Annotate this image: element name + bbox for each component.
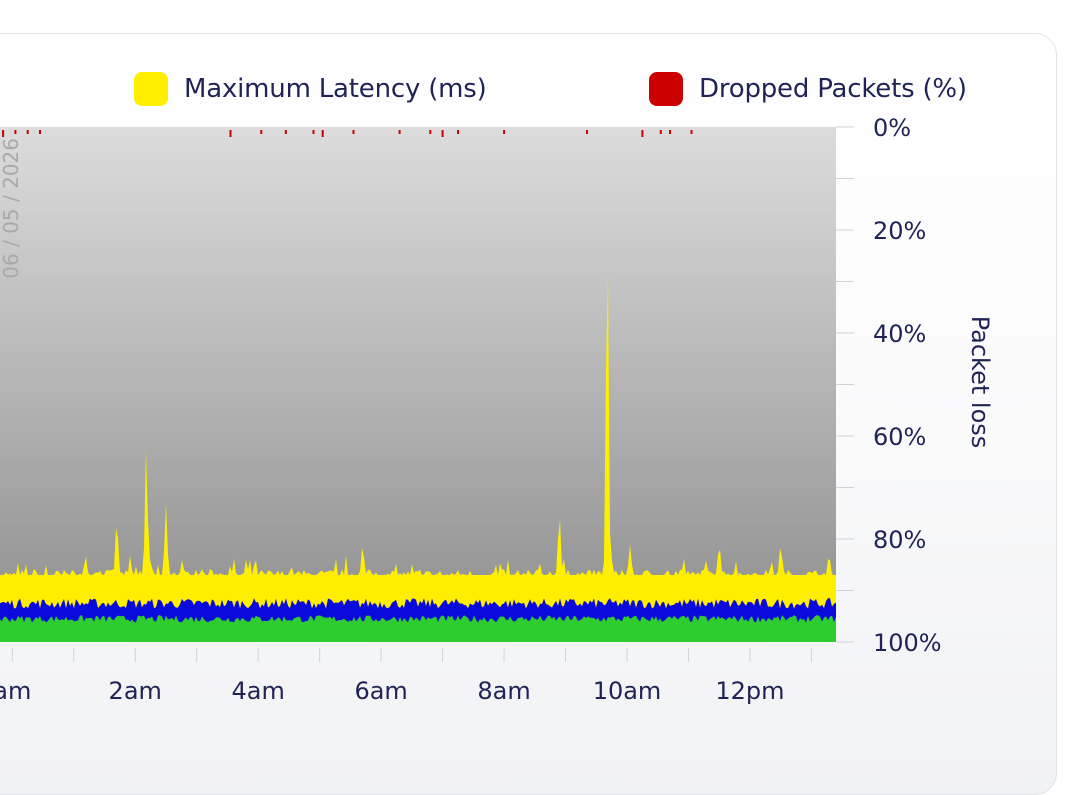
dropped-packet-mark (586, 130, 588, 134)
dropped-packet-mark (26, 130, 29, 134)
dropped-packet-mark (39, 130, 41, 134)
dropped-packet-mark (641, 130, 644, 137)
dropped-packet-mark (398, 130, 401, 134)
dropped-packet-mark (457, 130, 459, 134)
y-tick-label: 60% (873, 423, 926, 451)
legend-item-max-latency[interactable]: Maximum Latency (ms) (134, 72, 487, 106)
plot-background (0, 127, 836, 642)
dropped-packet-mark (321, 130, 324, 137)
dropped-packet-mark (441, 130, 444, 137)
y-tick-label: 20% (873, 217, 926, 245)
legend-item-dropped-packets[interactable]: Dropped Packets (%) (649, 72, 967, 106)
dropped-packet-mark (690, 130, 693, 134)
legend-label-max-latency: Maximum Latency (ms) (184, 74, 487, 104)
series-layers (0, 272, 836, 642)
series-green-band (0, 615, 836, 642)
x-axis: am 2am 4am 6am 8am 10am 12pm (0, 648, 812, 705)
x-tick-label: 10am (593, 677, 662, 705)
dropped-packet-mark (260, 130, 263, 134)
x-tick-label: 2am (109, 677, 162, 705)
right-axis-title: Packet loss (966, 316, 994, 449)
x-tick-label: am (0, 677, 31, 705)
y-tick-label: 80% (873, 526, 926, 554)
x-tick-label: 6am (354, 677, 407, 705)
dropped-packet-mark (352, 130, 355, 134)
date-annotation: 06 / 05 / 2026 (0, 138, 23, 279)
dropped-packet-mark (503, 130, 506, 134)
dropped-packet-mark (229, 130, 232, 137)
dropped-packet-mark (2, 130, 5, 137)
x-tick-label: 12pm (715, 677, 784, 705)
dropped-packet-mark (312, 130, 315, 134)
dropped-packet-mark (429, 130, 432, 134)
right-y-axis: 0% 20% 40% 60% 80% 100% (836, 114, 942, 657)
y-tick-label: 40% (873, 320, 926, 348)
dropped-packet-mark (284, 130, 287, 134)
y-tick-label: 0% (873, 114, 911, 142)
legend-label-dropped-packets: Dropped Packets (%) (699, 74, 967, 104)
legend-swatch-yellow (134, 72, 168, 106)
dropped-packet-marks (2, 130, 693, 137)
x-tick-label: 4am (231, 677, 284, 705)
latency-chart: am 2am 4am 6am 8am 10am 12pm 0% 20% 40% 60% 80% 100… (0, 114, 994, 705)
dropped-packet-mark (669, 130, 671, 134)
dropped-packet-mark (659, 130, 662, 134)
x-tick-label: 8am (477, 677, 530, 705)
legend-swatch-red (649, 72, 683, 106)
y-tick-label: 100% (873, 629, 942, 657)
dropped-packet-mark (14, 130, 17, 134)
